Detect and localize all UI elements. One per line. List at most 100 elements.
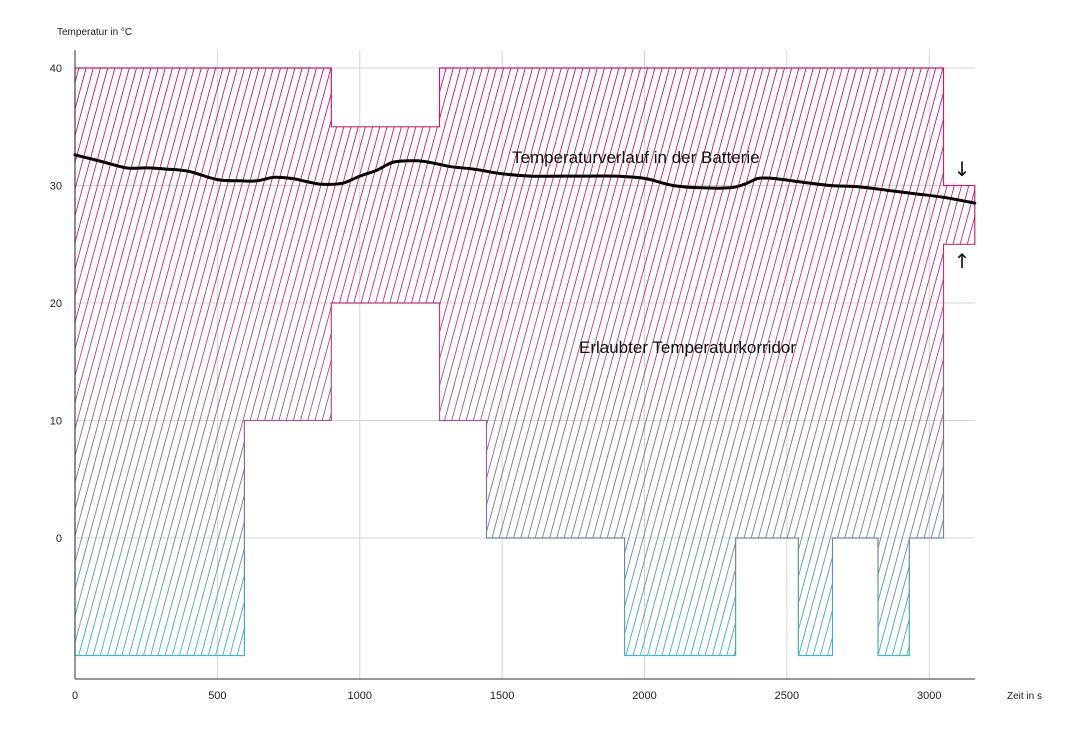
hatch-line bbox=[809, 68, 975, 656]
hatch-line bbox=[341, 68, 512, 656]
hatch-line bbox=[334, 68, 505, 656]
x-tick-labels: 0 500 1000 1500 2000 2500 3000 bbox=[72, 690, 942, 702]
hatch-line bbox=[75, 68, 232, 656]
hatch-line bbox=[75, 68, 131, 656]
y-tick-label: 30 bbox=[50, 181, 62, 193]
hatch-line bbox=[75, 68, 88, 656]
hatch-line bbox=[924, 68, 975, 656]
hatch-line bbox=[104, 68, 275, 656]
hatch-line bbox=[75, 68, 124, 656]
hatch-line bbox=[860, 68, 975, 656]
hatch-line bbox=[154, 68, 325, 656]
hatch-line bbox=[147, 68, 318, 656]
hatch-line bbox=[795, 68, 966, 656]
hatch-line bbox=[125, 68, 296, 656]
hatch-line bbox=[356, 68, 527, 656]
x-tick-label: 1000 bbox=[348, 690, 372, 702]
hatch-line bbox=[622, 68, 793, 656]
hatch-line bbox=[370, 68, 541, 656]
temperature-corridor bbox=[0, 40, 1075, 667]
hatch-line bbox=[111, 68, 282, 656]
hatch-line bbox=[802, 68, 973, 656]
hatch-line bbox=[348, 68, 520, 656]
hatch-line bbox=[204, 68, 376, 656]
hatch-line bbox=[269, 68, 440, 656]
x-tick-label: 3000 bbox=[917, 690, 941, 702]
hatch-line bbox=[75, 68, 145, 656]
x-axis-title: Zeit in s bbox=[1007, 691, 1042, 702]
hatch-line bbox=[694, 68, 865, 656]
hatch-line bbox=[298, 68, 469, 656]
hatch-line bbox=[428, 68, 599, 656]
hatch-line bbox=[946, 68, 975, 656]
hatch-line bbox=[233, 68, 404, 656]
hatch-line bbox=[852, 68, 975, 656]
x-tick-label: 1500 bbox=[490, 690, 514, 702]
hatch-line bbox=[932, 68, 975, 656]
hatch-line bbox=[327, 68, 498, 656]
hatch-line bbox=[75, 68, 210, 656]
hatch-line bbox=[960, 68, 975, 656]
hatch-line bbox=[262, 68, 433, 656]
hatch-line bbox=[75, 68, 160, 656]
hatch-line bbox=[384, 68, 556, 656]
hatch-line bbox=[773, 68, 944, 656]
hatch-line bbox=[284, 68, 455, 656]
hatch-line bbox=[0, 40, 65, 667]
hatch-line bbox=[75, 68, 152, 656]
hatch-line bbox=[255, 68, 426, 656]
hatch-line bbox=[968, 68, 975, 656]
hatch-line bbox=[75, 68, 188, 656]
hatch-line bbox=[680, 68, 851, 656]
hatch-line bbox=[406, 68, 577, 656]
hatch-line bbox=[687, 68, 858, 656]
hatch-line bbox=[658, 68, 829, 656]
hatch-line bbox=[75, 68, 239, 656]
hatch-line bbox=[75, 68, 224, 656]
y-tick-label: 10 bbox=[50, 416, 62, 428]
hatch-line bbox=[176, 68, 347, 656]
hatch-line bbox=[75, 68, 246, 656]
hatch-line bbox=[248, 68, 419, 656]
hatch-line bbox=[75, 68, 167, 656]
hatch-line bbox=[276, 68, 448, 656]
hatch-line bbox=[197, 68, 368, 656]
curve-label: Temperaturverlauf in der Batterie bbox=[512, 148, 760, 167]
hatch-line bbox=[888, 68, 975, 656]
y-tick-label: 0 bbox=[56, 533, 62, 545]
hatch-line bbox=[363, 68, 534, 656]
hatch-line bbox=[140, 68, 311, 656]
hatch-line bbox=[788, 68, 959, 656]
hatch-line bbox=[608, 68, 779, 656]
temperature-curve bbox=[73, 153, 977, 205]
hatch-line bbox=[831, 68, 975, 656]
hatch-line bbox=[75, 68, 109, 656]
down-arrow-icon: ↓ bbox=[954, 157, 971, 181]
hatch-line bbox=[312, 68, 484, 656]
y-tick-label: 40 bbox=[50, 63, 62, 75]
hatch-line bbox=[896, 68, 975, 656]
hatch-line bbox=[75, 68, 174, 656]
y-axis-title: Temperatur in °C bbox=[57, 27, 132, 38]
hatch-line bbox=[291, 68, 462, 656]
corridor-outline bbox=[74, 67, 976, 657]
hatch-line bbox=[629, 68, 800, 656]
y-tick-label: 20 bbox=[50, 298, 62, 310]
hatch-line bbox=[75, 68, 196, 656]
gridlines bbox=[75, 50, 975, 679]
hatch-line bbox=[983, 40, 1075, 667]
hatch-line bbox=[96, 68, 268, 656]
hatch-line bbox=[75, 68, 116, 656]
hatch-line bbox=[392, 68, 563, 656]
hatch-line bbox=[917, 68, 975, 656]
corridor-hatching bbox=[0, 40, 1075, 667]
hatch-line bbox=[190, 68, 361, 656]
hatch-line bbox=[881, 68, 975, 656]
hatch-line bbox=[651, 68, 822, 656]
x-tick-label: 0 bbox=[72, 690, 78, 702]
hatch-line bbox=[212, 68, 383, 656]
hatch-line bbox=[118, 68, 289, 656]
hatch-line bbox=[636, 68, 808, 656]
hatch-line bbox=[953, 68, 975, 656]
